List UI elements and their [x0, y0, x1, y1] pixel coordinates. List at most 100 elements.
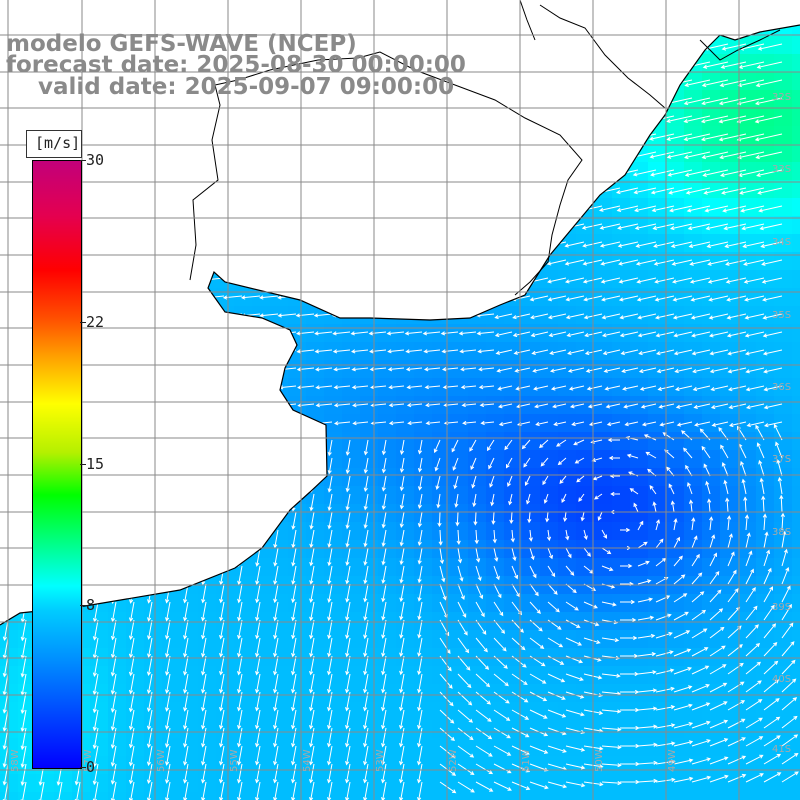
wind-arrow [147, 637, 153, 658]
wind-arrow [381, 529, 387, 548]
wind-arrow [350, 331, 369, 336]
speed-cell [720, 558, 738, 576]
wind-arrow [781, 734, 799, 747]
wind-arrow [727, 349, 747, 356]
speed-cell [342, 414, 360, 432]
wind-arrow [724, 241, 747, 249]
wind-arrow [273, 547, 279, 567]
wind-arrow [762, 331, 783, 338]
wind-arrow [761, 277, 783, 284]
speed-cell [648, 216, 666, 234]
wind-arrow [763, 735, 781, 747]
wind-arrow [183, 727, 189, 748]
speed-cell [540, 540, 558, 558]
wind-arrow [721, 462, 729, 477]
speed-cell [576, 738, 594, 756]
wind-arrow [491, 511, 496, 525]
wind-arrow [542, 475, 549, 486]
speed-cell [144, 612, 162, 630]
wind-arrow [727, 718, 746, 729]
speed-cell [756, 432, 774, 450]
wind-arrow [703, 187, 729, 195]
speed-cell [126, 630, 144, 648]
speed-cell [576, 306, 594, 324]
speed-cell [792, 306, 800, 324]
speed-cell [612, 720, 630, 738]
wind-arrow [455, 511, 460, 527]
wind-arrow [399, 655, 405, 676]
wind-arrow [237, 619, 243, 640]
wind-arrow [762, 295, 783, 302]
wind-arrow [673, 703, 693, 711]
wind-arrow [636, 295, 657, 302]
speed-cell [594, 216, 612, 234]
speed-cell [666, 522, 684, 540]
wind-arrow [650, 187, 675, 195]
speed-cell [540, 342, 558, 360]
speed-cell [558, 450, 576, 468]
speed-cell [396, 774, 414, 792]
wind-arrow [417, 601, 423, 621]
speed-cell [486, 432, 504, 450]
wind-arrow [546, 259, 567, 266]
wind-arrow [529, 295, 549, 302]
wind-arrow [475, 727, 493, 740]
speed-cell [504, 378, 522, 396]
wind-arrow [381, 727, 387, 748]
speed-cell [720, 396, 738, 414]
speed-cell [306, 702, 324, 720]
wind-arrow [475, 745, 493, 757]
wind-arrow [762, 513, 767, 531]
wind-arrow [425, 420, 441, 426]
wind-arrow [20, 763, 27, 786]
speed-cell [414, 630, 432, 648]
wind-arrow [745, 736, 764, 747]
wind-arrow [74, 781, 81, 800]
speed-cell [684, 144, 702, 162]
speed-cell [738, 90, 756, 108]
speed-cell [648, 774, 666, 792]
wind-arrow [673, 349, 693, 356]
speed-cell [720, 486, 738, 504]
speed-cell [288, 792, 306, 800]
speed-cell [216, 792, 234, 800]
wind-arrow [459, 349, 477, 354]
wind-arrow [351, 367, 369, 372]
wind-arrow [309, 727, 315, 748]
speed-cell [792, 144, 800, 162]
speed-cell [792, 630, 800, 648]
wind-arrow [691, 553, 700, 567]
wind-arrow [128, 745, 135, 767]
wind-arrow [666, 151, 693, 159]
speed-cell [144, 630, 162, 648]
wind-arrow [564, 259, 585, 266]
speed-cell [432, 378, 450, 396]
wind-arrow [345, 619, 351, 640]
wind-arrow [565, 295, 585, 302]
speed-cell [738, 144, 756, 162]
wind-arrow [655, 777, 676, 783]
speed-cell [234, 648, 252, 666]
wind-arrow [309, 745, 315, 766]
wind-arrow [457, 781, 475, 793]
speed-cell [198, 738, 216, 756]
wind-arrow [20, 655, 27, 678]
wind-arrow [417, 529, 423, 547]
wind-arrow [523, 457, 531, 468]
speed-cell [702, 792, 720, 800]
speed-cell [324, 486, 342, 504]
speed-cell [180, 666, 198, 684]
wind-arrow [435, 475, 441, 491]
speed-cell [360, 774, 378, 792]
wind-arrow [773, 423, 783, 441]
wind-arrow [763, 641, 778, 657]
speed-cell [774, 72, 792, 90]
speed-cell [738, 630, 756, 648]
speed-cell [306, 648, 324, 666]
speed-cell [774, 306, 792, 324]
wind-arrow [273, 745, 279, 766]
speed-cell [144, 792, 162, 800]
speed-cell [342, 756, 360, 774]
speed-cell [792, 108, 800, 126]
wind-arrow [727, 755, 747, 765]
